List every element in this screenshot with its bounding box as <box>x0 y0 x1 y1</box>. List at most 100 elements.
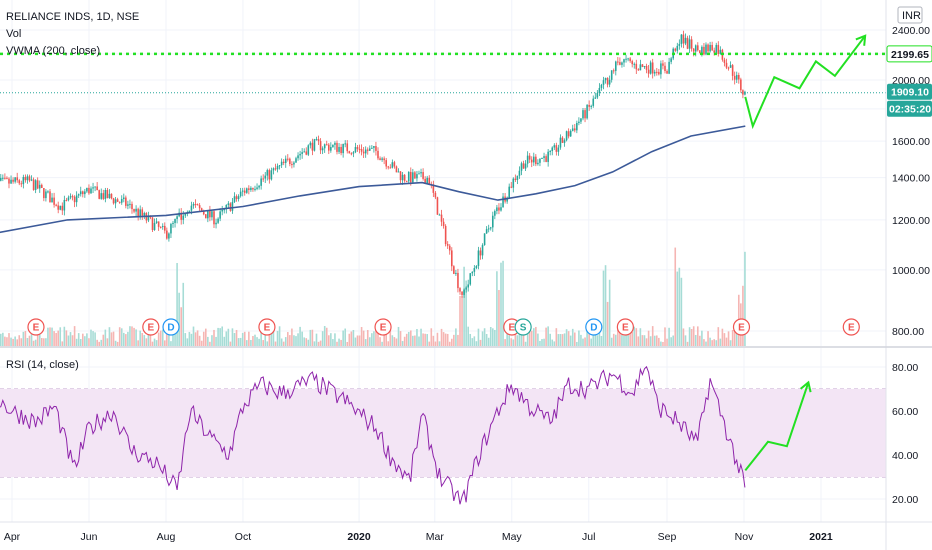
candle-body <box>424 178 426 184</box>
candle-body <box>403 174 406 181</box>
candle-body <box>237 196 240 200</box>
symbol-title[interactable]: RELIANCE INDS, 1D, NSE <box>6 11 139 23</box>
rsi-legend[interactable]: RSI (14, close) <box>6 359 79 371</box>
candle-body <box>334 142 336 145</box>
candle-body <box>286 158 289 160</box>
candle-body <box>518 170 521 176</box>
volume-bar <box>653 335 656 346</box>
volume-bar <box>610 337 613 346</box>
candle-body <box>686 37 689 49</box>
volume-bar <box>535 326 537 346</box>
candle-body <box>10 179 12 184</box>
event-marker-e[interactable]: E <box>374 318 392 336</box>
candle-body <box>96 186 98 191</box>
candle-body <box>229 203 232 211</box>
volume-bar <box>336 341 338 346</box>
volume-bar <box>643 335 646 346</box>
event-marker-e[interactable]: E <box>27 318 45 336</box>
volume-bar <box>309 329 312 346</box>
candle-body <box>92 187 94 189</box>
candle-body <box>481 245 484 256</box>
event-marker-e[interactable]: E <box>616 318 634 336</box>
volume-bar <box>604 265 607 346</box>
volume-bar <box>256 337 258 346</box>
candle-body <box>258 185 260 188</box>
volume-bar <box>459 295 461 346</box>
volume-bar <box>463 266 465 346</box>
volume-bar <box>434 341 437 346</box>
event-marker-e[interactable]: E <box>142 318 160 336</box>
volume-bar <box>580 334 582 346</box>
volume-bar <box>90 329 92 346</box>
price-axis[interactable]: 800.001000.001200.001400.001600.001800.0… <box>892 25 930 338</box>
volume-bar <box>598 332 601 346</box>
event-marker-e[interactable]: E <box>732 318 751 336</box>
volume-bar <box>166 332 168 346</box>
volume-bar <box>512 339 515 346</box>
volume-bar <box>619 329 621 346</box>
volume-bar <box>225 331 228 346</box>
candle-body <box>666 70 668 74</box>
candle-body <box>539 158 541 163</box>
candle-body <box>655 71 658 73</box>
candle-body <box>532 156 535 163</box>
candle-body <box>660 63 662 75</box>
volume-bar <box>209 341 211 346</box>
candle-body <box>63 199 66 211</box>
candle-body <box>530 159 533 163</box>
event-marker-d[interactable]: D <box>162 318 180 336</box>
candle-body <box>194 203 197 205</box>
candle-body <box>555 145 558 152</box>
event-marker-d[interactable]: D <box>585 318 603 336</box>
candle-body <box>651 62 654 74</box>
volume-bar <box>549 333 551 346</box>
candle-body <box>45 191 47 199</box>
rsi-axis[interactable]: 20.00 40.00 60.00 80.00 <box>892 362 918 506</box>
volume-bar <box>633 326 636 346</box>
volume-bar <box>272 331 275 346</box>
volume-bar <box>592 329 595 346</box>
candle-body <box>340 146 342 154</box>
volume-bar <box>319 340 322 346</box>
vwma-legend[interactable]: VWMA (200, close) <box>6 45 100 57</box>
event-marker-s[interactable]: S <box>514 318 532 336</box>
candle-body <box>412 172 414 183</box>
volume-bar <box>207 336 209 346</box>
candle-body <box>610 70 613 80</box>
volume-legend[interactable]: Vol <box>6 28 21 40</box>
volume-bar <box>651 326 654 346</box>
candle-body <box>696 45 699 51</box>
volume-bar <box>674 247 677 346</box>
currency-button[interactable]: INR <box>897 6 923 24</box>
candle-body <box>703 46 705 55</box>
time-axis[interactable]: Apr Jun Aug Oct 2020 Mar May Jul Sep Nov 2021 <box>4 531 833 543</box>
volume-bar <box>395 338 398 346</box>
candle-body <box>694 45 697 52</box>
volume-bar <box>489 327 492 346</box>
candle-body <box>598 87 601 94</box>
candle-body <box>22 176 25 185</box>
candle-body <box>742 90 744 95</box>
volume-bar <box>248 331 250 346</box>
candle-body <box>266 170 269 176</box>
volume-bar <box>444 333 447 346</box>
candle-body <box>215 222 217 225</box>
volume-bar <box>98 341 100 346</box>
candle-body <box>368 148 371 151</box>
volume-bar <box>297 333 299 346</box>
event-marker-label: E <box>622 323 629 334</box>
candle-body <box>375 146 377 151</box>
candle-body <box>153 222 156 230</box>
event-marker-e[interactable]: E <box>842 318 860 336</box>
candle-body <box>280 161 283 166</box>
volume-bar <box>202 331 205 346</box>
volume-bar <box>528 328 531 346</box>
volume-bar <box>40 338 43 346</box>
rsi-projection-arrowhead <box>800 380 812 393</box>
volume-bar <box>188 331 191 346</box>
event-marker-e[interactable]: E <box>258 318 276 336</box>
candle-body <box>129 203 131 205</box>
candle-body <box>14 177 16 182</box>
